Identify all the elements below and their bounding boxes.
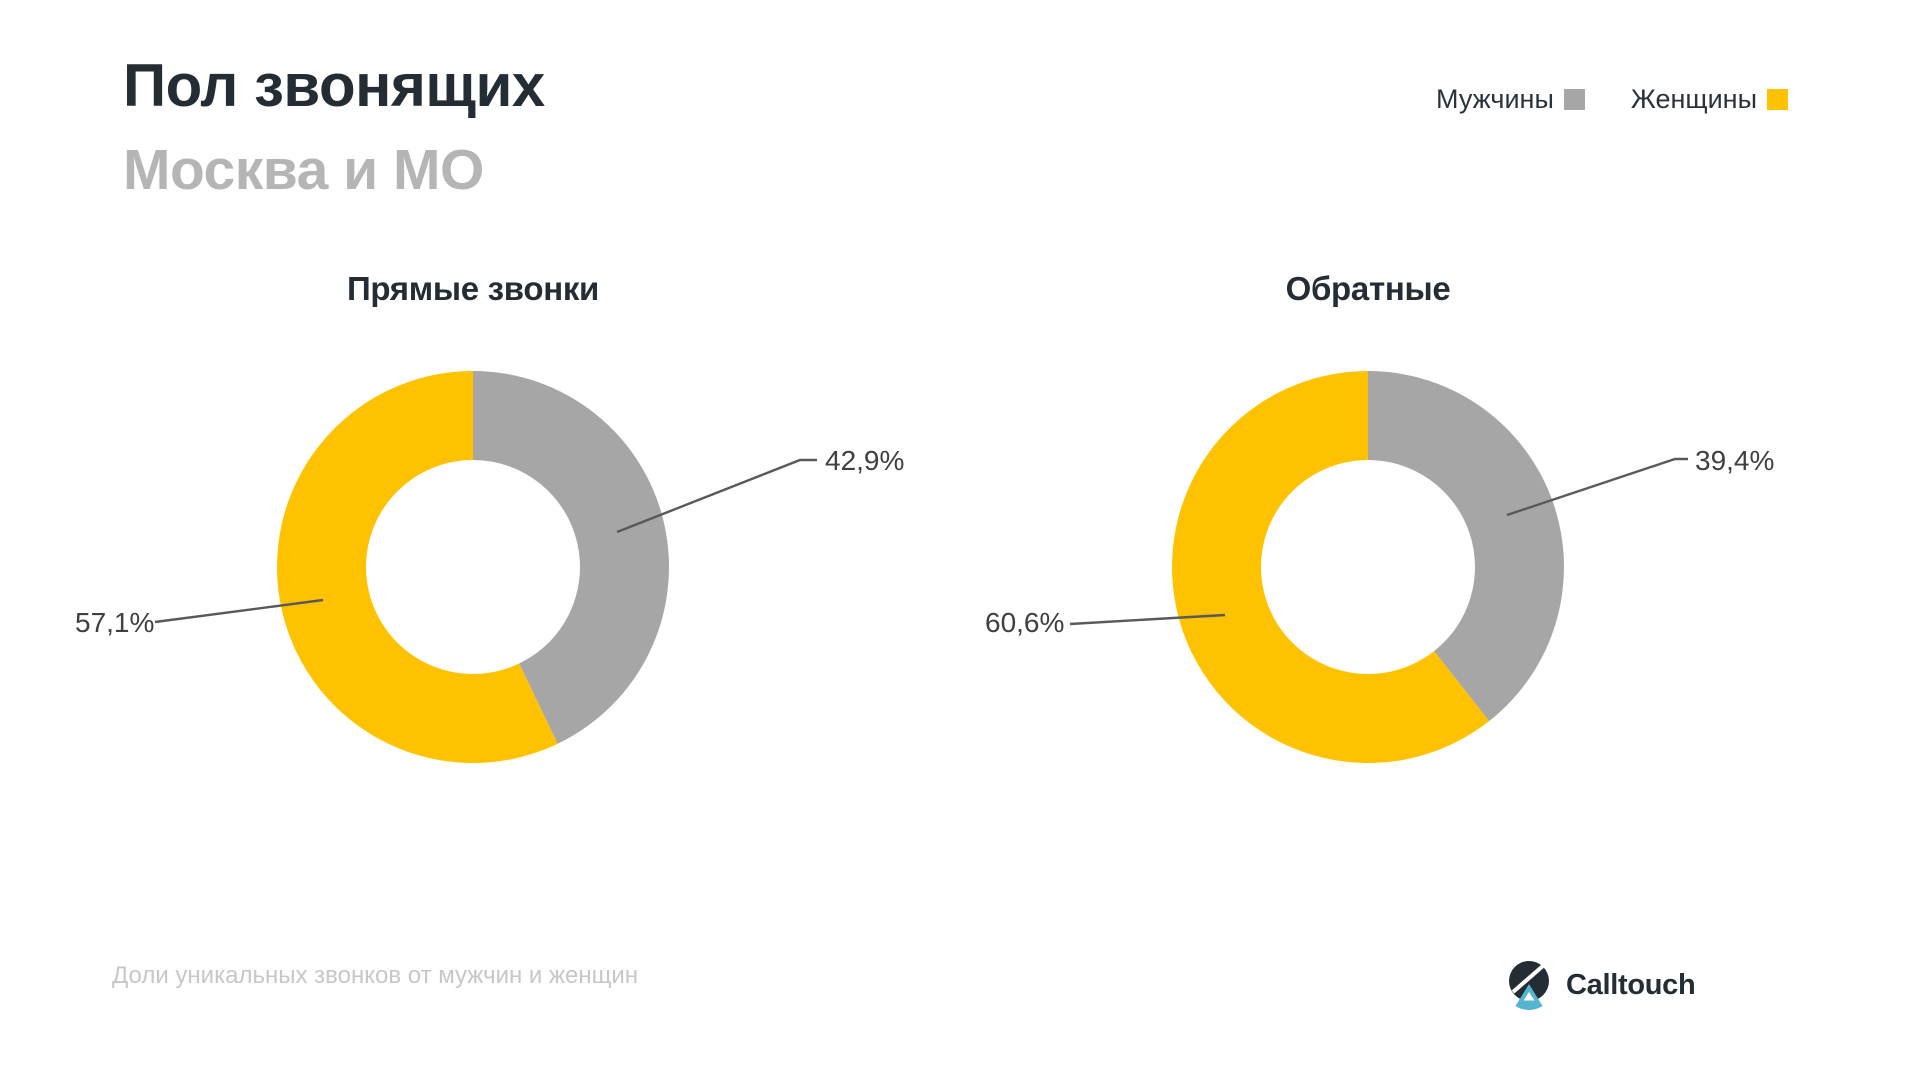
legend-swatch-women: [1767, 89, 1788, 110]
donut-slice-women: [1171, 370, 1490, 763]
donut-slice-women: [277, 371, 558, 763]
donut-slice-men: [1368, 371, 1564, 722]
brand-name: Calltouch: [1566, 968, 1696, 1001]
data-label-men: 39,4%: [1695, 445, 1774, 476]
legend-swatch-men: [1563, 89, 1585, 110]
legend-label-men: Мужчины: [1436, 84, 1554, 114]
chart-direct-calls: Прямые звонки 42,9% 57,1%: [60, 270, 960, 810]
chart-title-direct-calls: Прямые звонки: [346, 270, 600, 307]
legend-item-women: Женщины: [1631, 84, 1788, 115]
brand-logo: Calltouch: [1504, 958, 1696, 1012]
chart-callbacks: Обратные 39,4% 60,6%: [955, 270, 1855, 810]
chart-title-callbacks: Обратные: [1285, 270, 1451, 307]
page-subtitle: Москва и МО: [123, 138, 484, 202]
leader-line-women: [1069, 613, 1226, 626]
data-label-women: 60,6%: [985, 607, 1064, 638]
leader-line-men: [1506, 457, 1688, 517]
donut-chart-direct-calls: 42,9% 57,1%: [75, 371, 904, 763]
donut-chart-callbacks: 39,4% 60,6%: [985, 370, 1774, 763]
legend-label-women: Женщины: [1630, 84, 1757, 114]
page-title: Пол звонящих: [123, 52, 545, 119]
leader-line-women: [154, 598, 324, 624]
footer-caption: Доли уникальных звонков от мужчин и женщ…: [112, 962, 639, 989]
legend-item-men: Мужчины: [1436, 84, 1585, 115]
legend: Мужчины Женщины: [1436, 84, 1788, 115]
donut-slices: [1171, 370, 1564, 763]
leader-line-men: [616, 458, 817, 534]
header: Пол звонящих Москва и МО: [123, 56, 545, 199]
donut-slices: [277, 371, 670, 763]
data-label-women: 57,1%: [75, 607, 154, 638]
data-label-men: 42,9%: [825, 445, 904, 476]
donut-slice-men: [473, 371, 670, 744]
calltouch-logo-icon: [1509, 961, 1549, 1010]
